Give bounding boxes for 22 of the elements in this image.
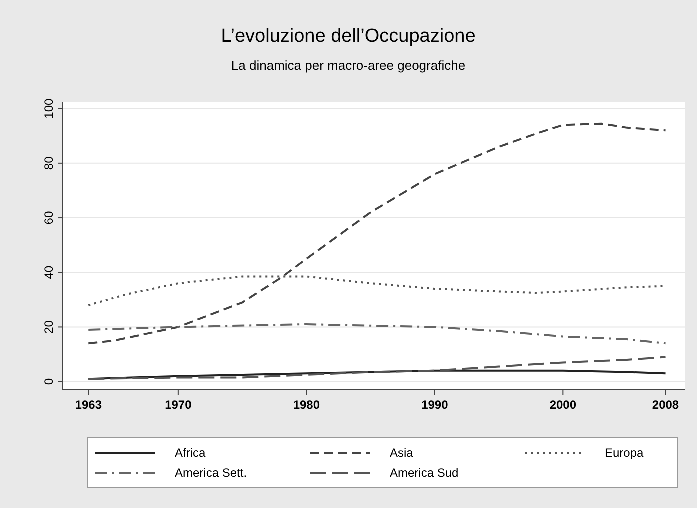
- y-tick-label: 40: [42, 266, 56, 280]
- chart-title: L’evoluzione dell’Occupazione: [221, 26, 476, 47]
- y-tick-label: 0: [42, 378, 56, 386]
- legend-label: Europa: [605, 446, 644, 460]
- y-tick-label: 60: [42, 211, 56, 225]
- y-tick-label: 100: [42, 98, 56, 119]
- y-tick-label: 80: [42, 156, 56, 170]
- legend-label: America Sett.: [175, 466, 248, 480]
- legend-label: Asia: [390, 446, 414, 460]
- x-tick-label: 2000: [550, 398, 577, 412]
- line-series: [88, 356, 667, 380]
- x-tick-label: 1963: [75, 398, 102, 412]
- line-series: [88, 122, 667, 345]
- x-tick-label: 1970: [165, 398, 192, 412]
- chart-subtitle: La dinamica per macro-aree geografiche: [231, 58, 466, 73]
- y-tick-label: 20: [42, 320, 56, 334]
- x-tick-label: 1990: [422, 398, 449, 412]
- x-tick-label: 1980: [293, 398, 320, 412]
- line-series: [88, 323, 667, 345]
- legend-label: America Sud: [390, 466, 459, 480]
- x-tick-label: 2008: [652, 398, 680, 412]
- legend-label: Africa: [175, 446, 206, 460]
